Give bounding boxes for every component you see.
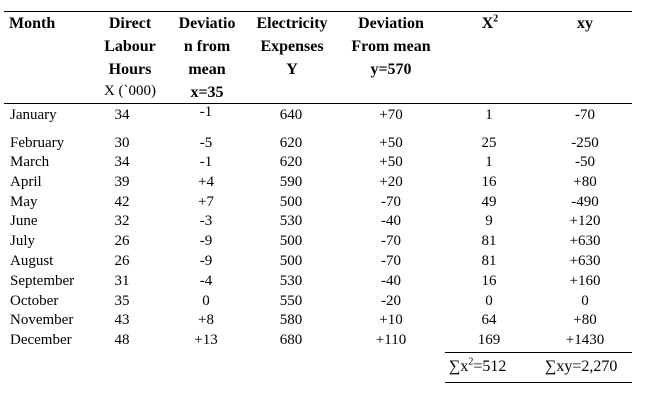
header-electricity: Electricity Expenses Y: [256, 15, 328, 78]
cell-x-squared: 1: [485, 107, 493, 123]
cell-xy: +120: [569, 213, 601, 229]
cell-labour-hours: 31: [114, 273, 130, 289]
cell-electricity: 530: [279, 273, 303, 289]
totals-bottom-rule: [445, 382, 632, 383]
cell-month: August: [10, 253, 54, 269]
cell-deviation-x: +8: [198, 312, 214, 328]
cell-deviation-x: -9: [199, 253, 213, 269]
cell-deviation-y: +50: [379, 154, 403, 170]
cell-month: September: [10, 273, 75, 289]
cell-x-squared: 1: [485, 154, 493, 170]
cell-xy: +1430: [565, 332, 605, 348]
cell-x-squared: 64: [481, 312, 497, 328]
cell-labour-hours: 43: [114, 312, 130, 328]
total-xy: ∑xy=2,270: [545, 358, 618, 375]
cell-labour-hours: 34: [114, 107, 130, 123]
cell-month: June: [10, 213, 38, 229]
cell-electricity: 530: [279, 213, 303, 229]
cell-labour-hours: 32: [114, 213, 130, 229]
cell-month: April: [10, 174, 42, 190]
cell-deviation-x: +13: [194, 332, 218, 348]
cell-x-squared: 169: [477, 332, 501, 348]
cell-month: November: [10, 312, 74, 328]
cell-electricity: 500: [279, 233, 303, 249]
cell-month: July: [10, 233, 36, 249]
cell-labour-hours: 26: [114, 233, 130, 249]
cell-deviation-x: -5: [199, 135, 213, 151]
cell-deviation-x: -9: [199, 233, 213, 249]
cell-deviation-y: -70: [381, 253, 401, 269]
cell-labour-hours: 26: [114, 253, 130, 269]
cell-deviation-x: 0: [202, 293, 210, 309]
cell-month: May: [10, 194, 38, 210]
cell-deviation-x: -1: [199, 154, 213, 170]
cell-deviation-y: +20: [379, 174, 403, 190]
cell-deviation-x: +7: [198, 194, 214, 210]
cell-xy: 0: [581, 293, 589, 309]
cell-deviation-y: +70: [379, 107, 403, 123]
cell-deviation-y: +50: [379, 135, 403, 151]
cell-deviation-x: -1: [199, 104, 213, 120]
cell-month: January: [10, 107, 57, 123]
cell-electricity: 550: [279, 293, 303, 309]
cell-labour-hours: 35: [114, 293, 130, 309]
cell-deviation-y: -70: [381, 233, 401, 249]
cell-deviation-y: -40: [381, 213, 401, 229]
cell-x-squared: 16: [481, 174, 497, 190]
cell-month: March: [10, 154, 50, 170]
header-deviation-x: Deviatio n from mean x=35: [178, 15, 236, 101]
cell-x-squared: 0: [485, 293, 493, 309]
cell-x-squared: 9: [485, 213, 493, 229]
cell-labour-hours: 30: [114, 135, 130, 151]
cell-month: October: [10, 293, 59, 309]
cell-deviation-y: +110: [375, 332, 407, 348]
cell-xy: +630: [569, 253, 601, 269]
cell-electricity: 620: [279, 135, 303, 151]
cell-electricity: 640: [279, 107, 303, 123]
header-month: Month: [9, 15, 56, 32]
cell-deviation-y: +10: [379, 312, 403, 328]
totals-top-rule: [445, 352, 632, 353]
cell-x-squared: 49: [481, 194, 497, 210]
cell-labour-hours: 42: [114, 194, 130, 210]
header-xy: xy: [577, 15, 593, 32]
cell-electricity: 680: [279, 332, 303, 348]
cell-labour-hours: 34: [114, 154, 130, 170]
cell-x-squared: 81: [481, 233, 497, 249]
top-rule: [4, 11, 632, 12]
cell-deviation-x: -4: [199, 273, 213, 289]
cell-deviation-x: -3: [199, 213, 213, 229]
cell-month: February: [10, 135, 65, 151]
cell-labour-hours: 39: [114, 174, 130, 190]
cell-x-squared: 16: [481, 273, 497, 289]
cell-electricity: 500: [279, 253, 303, 269]
cell-xy: +630: [569, 233, 601, 249]
cell-electricity: 620: [279, 154, 303, 170]
cell-xy: -50: [575, 154, 595, 170]
header-x-squared: X2: [481, 13, 499, 32]
cell-xy: -490: [571, 194, 599, 210]
cell-labour-hours: 48: [114, 332, 130, 348]
cell-deviation-y: -40: [381, 273, 401, 289]
cell-electricity: 500: [279, 194, 303, 210]
cell-deviation-x: +4: [198, 174, 214, 190]
cell-xy: +80: [573, 312, 597, 328]
cell-x-squared: 25: [481, 135, 497, 151]
cell-xy: -250: [571, 135, 599, 151]
cell-xy: +160: [569, 273, 601, 289]
header-deviation-y: Deviation From mean y=570: [351, 15, 431, 78]
cell-xy: +80: [573, 174, 597, 190]
cell-deviation-y: -20: [381, 293, 401, 309]
cell-deviation-y: -70: [381, 194, 401, 210]
total-x-squared: ∑x2=512: [449, 356, 507, 375]
header-bottom-rule: [4, 103, 632, 104]
cell-electricity: 590: [279, 174, 303, 190]
cell-month: December: [10, 332, 72, 348]
cell-electricity: 580: [279, 312, 303, 328]
cell-x-squared: 81: [481, 253, 497, 269]
header-labour-hours: Direct Labour Hours X (`000): [103, 15, 157, 99]
cell-xy: -70: [575, 107, 595, 123]
